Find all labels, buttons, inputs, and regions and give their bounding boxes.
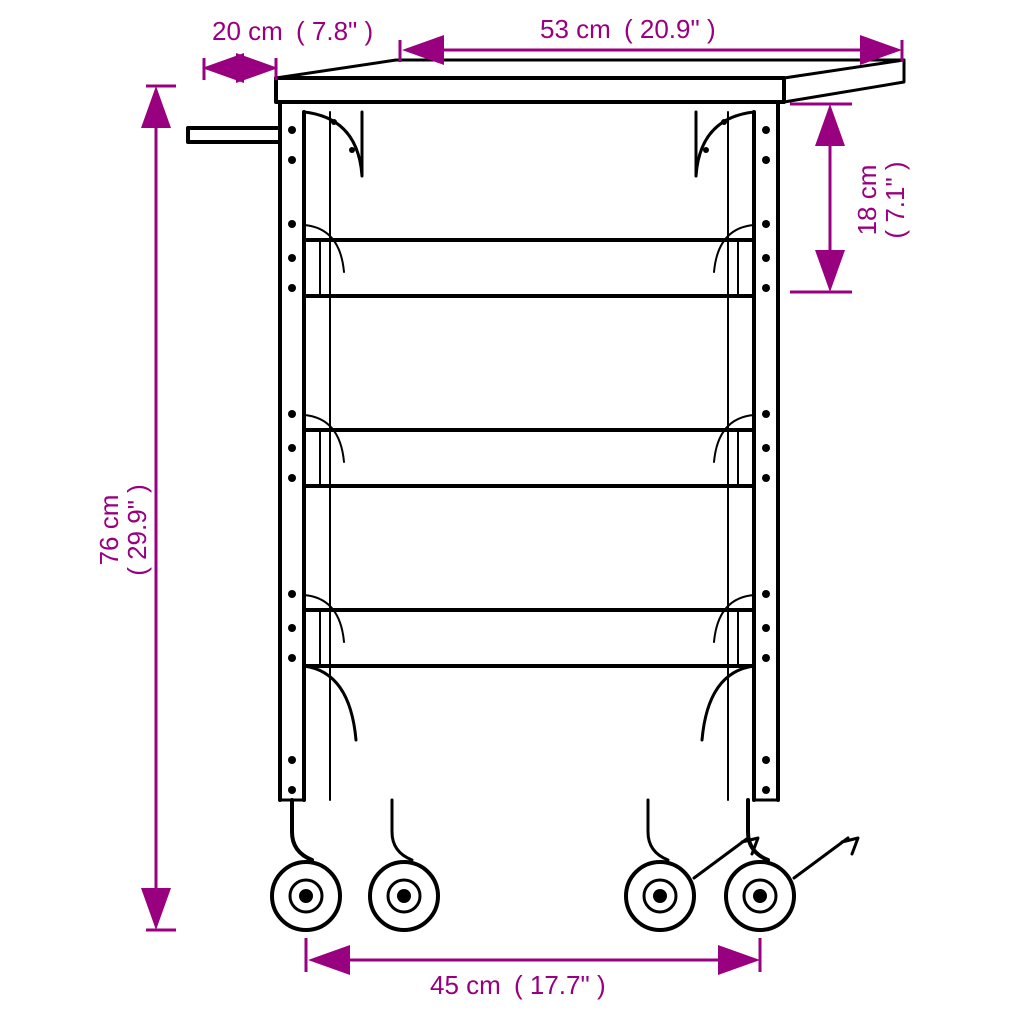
shelf-1 <box>304 225 754 296</box>
wheels <box>272 800 858 930</box>
wheel-3 <box>626 800 758 930</box>
dimension-texts: 20 cm ( 7.8" ) 53 cm ( 20.9" ) 76 cm ( 2… <box>94 14 910 1000</box>
top-surface <box>276 60 904 102</box>
dimension-lines <box>146 40 902 972</box>
dim-height-in: ( 29.9" ) <box>122 484 152 576</box>
dim-depth <box>204 58 276 80</box>
dimension-diagram: 20 cm ( 7.8" ) 53 cm ( 20.9" ) 76 cm ( 2… <box>0 0 1024 1024</box>
dim-wheels-cm: 45 cm <box>430 970 501 1000</box>
wheel-1 <box>272 800 340 930</box>
top-gussets <box>304 112 754 176</box>
cart-line-drawing <box>188 60 904 930</box>
wheel-4 <box>726 800 858 930</box>
shelf-2 <box>304 415 754 486</box>
handle <box>188 128 280 142</box>
leg-arches <box>280 666 778 800</box>
wheel-2 <box>370 800 438 930</box>
posts <box>280 102 778 800</box>
dim-depth-in: ( 7.8" ) <box>296 16 373 46</box>
bolts <box>288 119 770 794</box>
dim-height-cm: 76 cm <box>94 495 124 566</box>
dim-wheel-span <box>306 938 760 972</box>
dim-shelf-gap <box>790 104 852 292</box>
dim-width-in: ( 20.9" ) <box>624 14 716 44</box>
dim-gap-cm: 18 cm <box>852 165 882 236</box>
dim-wheels-in: ( 17.7" ) <box>514 970 606 1000</box>
dim-depth-cm: 20 cm <box>212 16 283 46</box>
shelf-3 <box>304 595 754 666</box>
dim-width-cm: 53 cm <box>540 14 611 44</box>
dim-gap-in: ( 7.1" ) <box>880 161 910 238</box>
